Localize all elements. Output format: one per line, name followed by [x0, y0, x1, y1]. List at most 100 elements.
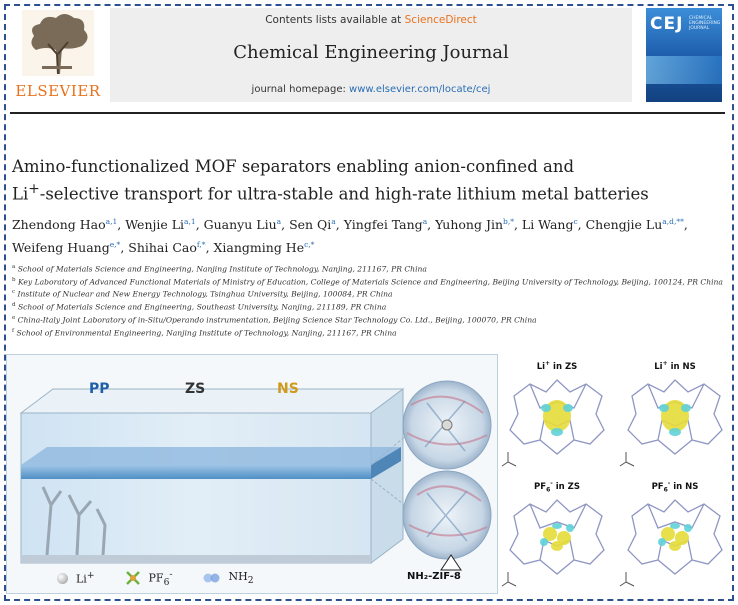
affiliation-key: e — [12, 314, 16, 321]
affiliation-list: a School of Materials Science and Engine… — [12, 262, 724, 338]
affiliation-text: Key Laboratory of Advanced Functional Ma… — [15, 277, 723, 287]
separator-label-zs: ZS — [185, 381, 206, 397]
author-affiliation-marker: a — [276, 217, 282, 226]
author-affiliation-marker: a,1 — [105, 217, 118, 226]
author-name[interactable]: Li Wang — [521, 217, 574, 233]
homepage-link[interactable]: www.elsevier.com/locate/cej — [349, 84, 491, 95]
author-affiliation-marker: a — [331, 217, 336, 226]
homepage-line: journal homepage: www.elsevier.com/locat… — [110, 84, 632, 95]
li-ion-icon — [57, 572, 68, 584]
dft-panel: PF6- in ZS — [500, 476, 614, 592]
journal-cover[interactable]: CEJ CHEMICAL ENGINEERING JOURNAL — [646, 8, 722, 102]
author-affiliation-marker: b,* — [503, 217, 514, 226]
isosurface-lobe — [684, 524, 692, 532]
elsevier-tree-icon — [22, 10, 94, 76]
author-name[interactable]: Chengjie Lu — [585, 217, 663, 233]
isosurface-lobe — [540, 538, 548, 546]
separator-label-ns: NS — [277, 381, 299, 397]
journal-banner: Contents lists available at ScienceDirec… — [110, 8, 632, 102]
isosurface-structure — [501, 499, 605, 587]
separator-illustration: PP ZS NS Li+ PF6- NH2 NH₂-ZIF-8 — [6, 354, 498, 594]
isosurface-lobe — [669, 428, 681, 436]
author-name[interactable]: Xiangming He — [213, 240, 305, 256]
title-rest: -selective transport for ultra-stable an… — [39, 184, 649, 204]
isosurface-lobe — [669, 541, 681, 551]
isosurface-structure — [619, 379, 723, 467]
author-name[interactable]: Shihai Cao — [128, 240, 197, 256]
contents-prefix: Contents lists available at — [265, 14, 405, 26]
article-title: Amino-functionalized MOF separators enab… — [12, 156, 724, 206]
legend-li: Li+ — [57, 570, 95, 586]
isosurface-lobe — [551, 541, 563, 551]
author-affiliation-marker: c — [573, 217, 578, 226]
cover-subtitle: CHEMICAL ENGINEERING JOURNAL — [689, 16, 721, 31]
isosurface-lobe — [543, 527, 557, 541]
separator-label-pp: PP — [89, 381, 110, 397]
affiliation-key: f — [12, 327, 15, 334]
dft-panel-label: PF6- in NS — [651, 480, 699, 494]
legend-pf6-text: PF6- — [148, 568, 173, 588]
journal-title: Chemical Engineering Journal — [233, 42, 509, 63]
affiliation-text: School of Environmental Engineering, Nan… — [14, 328, 397, 338]
author-affiliation-marker: a,1 — [184, 217, 196, 226]
isosurface-structure — [501, 379, 605, 467]
affiliation-text: School of Materials Science and Engineer… — [15, 302, 387, 312]
affiliation-text: School of Materials Science and Engineer… — [15, 264, 427, 274]
affiliation-key: a — [12, 264, 16, 270]
dft-panel-label: Li+ in NS — [654, 360, 696, 372]
cover-decoration — [646, 56, 722, 84]
affiliation-key: c — [12, 289, 16, 296]
affiliation-item: a School of Materials Science and Engine… — [12, 262, 724, 275]
species-legend: Li+ PF6- NH2 — [57, 569, 284, 587]
axis-triad-icon — [619, 452, 635, 467]
axis-triad-icon — [501, 452, 517, 467]
author-name[interactable]: Sen Qi — [289, 217, 332, 233]
author-name[interactable]: Yuhong Jin — [435, 217, 504, 233]
affiliation-item: c Institute of Nuclear and New Energy Te… — [12, 287, 724, 300]
dft-panel: Li+ in NS — [618, 356, 732, 472]
pf6-anion-icon — [125, 571, 140, 585]
isosurface-lobe — [670, 523, 680, 529]
dft-panel-label: PF6- in ZS — [534, 480, 580, 494]
affiliation-item: e China-Italy Joint Laboratory of in-Sit… — [12, 313, 724, 326]
affiliation-key: d — [12, 302, 16, 309]
separator-schematic — [19, 380, 492, 571]
sciencedirect-link[interactable]: ScienceDirect — [404, 14, 477, 26]
author-name[interactable]: Wenjie Li — [125, 217, 185, 233]
author-affiliation-marker: a — [422, 217, 428, 226]
dft-panel: PF6- in NS — [618, 476, 732, 592]
author-name[interactable]: Weifeng Huang — [12, 240, 110, 256]
elsevier-logo[interactable]: ELSEVIER — [12, 8, 104, 104]
isosurface-lobe — [557, 531, 571, 545]
affiliation-item: b Key Laboratory of Advanced Functional … — [12, 275, 724, 288]
isosurface-lobe — [551, 428, 563, 436]
author-list: Zhendong Haoa,1, Wenjie Lia,1, Guanyu Li… — [12, 217, 688, 256]
author-name[interactable]: Yingfei Tang — [343, 217, 423, 233]
title-line-1: Amino-functionalized MOF separators enab… — [12, 157, 575, 176]
author-name[interactable]: Guanyu Liu — [203, 217, 277, 233]
legend-pf6: PF6- — [125, 568, 173, 588]
title-line-2: Li+-selective transport for ultra-stable… — [12, 178, 724, 206]
author-name[interactable]: Zhendong Hao — [12, 217, 106, 233]
mof-label: NH₂-ZIF-8 — [407, 571, 461, 582]
nh2-group-icon — [203, 573, 219, 583]
isosurface-lobe — [658, 538, 666, 546]
contents-line: Contents lists available at ScienceDirec… — [110, 14, 632, 26]
isosurface-lobe — [661, 527, 675, 541]
journal-header: ELSEVIER Contents lists available at Sci… — [10, 8, 725, 104]
dft-panel-label: Li+ in ZS — [536, 360, 578, 372]
affiliation-key: b — [12, 276, 16, 283]
affiliation-text: Institute of Nuclear and New Energy Tech… — [15, 290, 393, 299]
isosurface-lobe — [681, 404, 691, 412]
publisher-name: ELSEVIER — [15, 82, 101, 100]
header-divider — [10, 112, 725, 114]
legend-nh2-text: NH2 — [228, 569, 254, 587]
author-affiliation-marker: f,* — [196, 240, 206, 250]
isosurface-lobe — [675, 531, 689, 545]
isosurface-lobe — [552, 523, 562, 529]
dft-panel: Li+ in ZS — [500, 356, 614, 472]
axis-triad-icon — [619, 572, 635, 587]
dft-charge-density-panels: Li+ in ZS Li+ in NS PF6- in ZS PF6- in NS — [500, 356, 732, 594]
affiliation-item: d School of Materials Science and Engine… — [12, 300, 724, 313]
affiliation-item: f School of Environmental Engineering, N… — [12, 326, 724, 339]
